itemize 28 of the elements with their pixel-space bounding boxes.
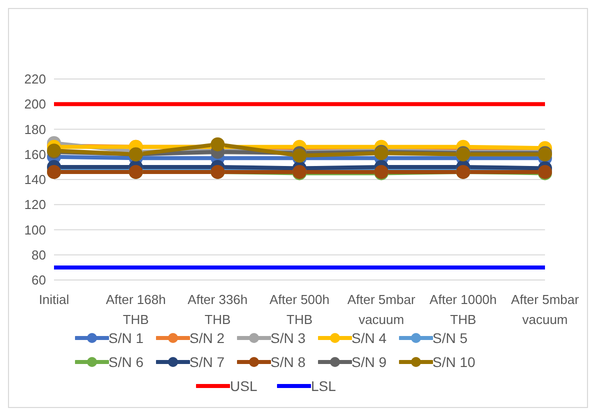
legend-label: S/N 1 xyxy=(108,330,144,346)
y-tick-label: 160 xyxy=(24,146,46,162)
y-tick-label: 60 xyxy=(32,272,46,288)
x-tick-label: After 1000h THB xyxy=(430,292,497,327)
x-tick-label: After 5mbar vacuum xyxy=(511,292,580,327)
y-tick-label: 80 xyxy=(32,247,46,262)
legend-label: LSL xyxy=(311,378,336,394)
legend-label: S/N 7 xyxy=(190,354,225,370)
y-tick-label: 180 xyxy=(24,122,46,137)
legend-label: S/N 8 xyxy=(270,354,306,370)
legend-label: S/N 9 xyxy=(352,354,387,370)
x-tick-label: Initial xyxy=(38,292,70,307)
legend-label: S/N 5 xyxy=(432,330,468,346)
legend-label: S/N 3 xyxy=(270,330,306,346)
legend-label: S/N 10 xyxy=(432,354,476,370)
y-tick-label: 200 xyxy=(24,96,46,112)
y-tick-label: 120 xyxy=(24,197,46,212)
y-tick-label: 220 xyxy=(24,72,46,87)
legend-label: USL xyxy=(230,378,258,394)
x-tick-label: After 168h THB xyxy=(106,292,166,327)
legend-label: S/N 2 xyxy=(190,330,225,346)
legend-label: S/N 6 xyxy=(108,354,144,370)
y-tick-label: 100 xyxy=(24,222,46,238)
y-tick-label: 140 xyxy=(24,172,46,188)
legend-label: S/N 4 xyxy=(352,330,387,346)
x-tick-label: After 336h THB xyxy=(188,292,248,327)
x-tick-label: After 500h THB xyxy=(270,292,330,327)
x-tick-label: After 5mbar vacuum xyxy=(347,292,416,327)
